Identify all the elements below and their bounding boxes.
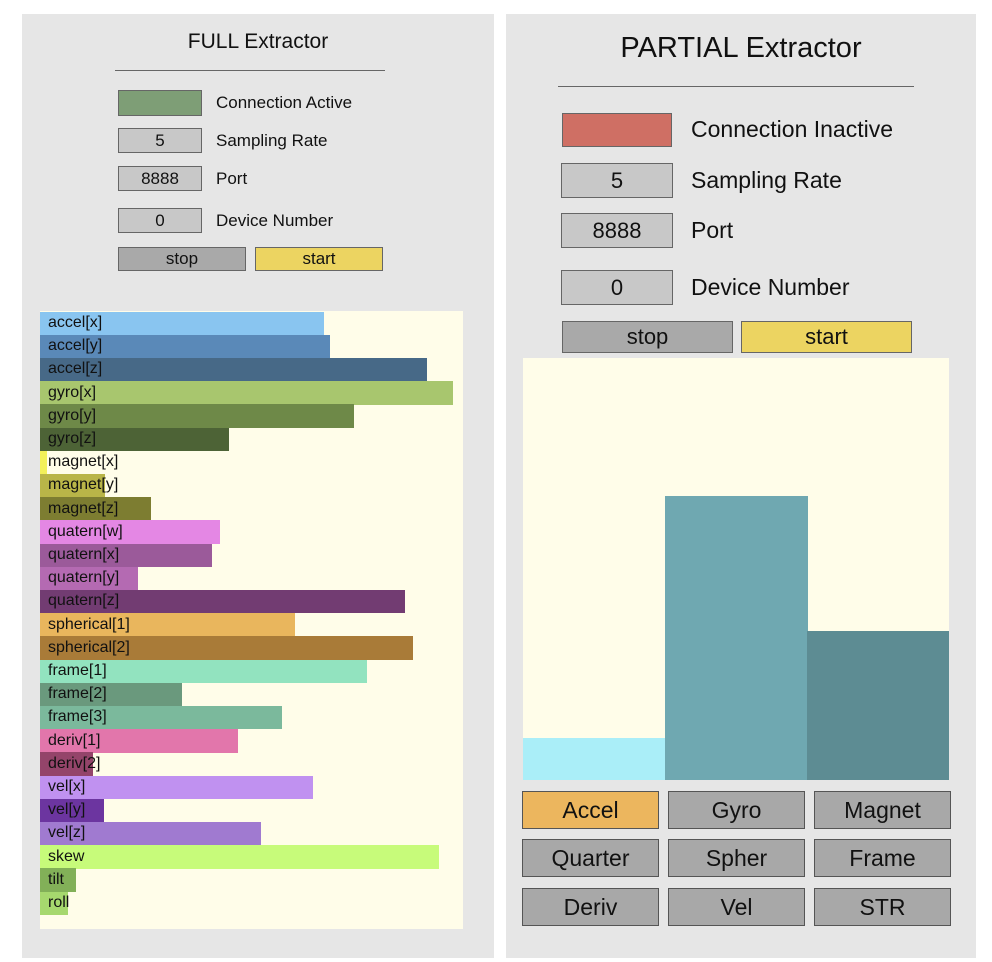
device-number-input[interactable]: 0 [118,208,202,233]
bar-quatern[z] [40,589,406,614]
bar-label: tilt [48,870,64,888]
bar-label: frame[3] [48,708,107,726]
group-button-gyro[interactable]: Gyro [668,791,805,829]
start-button[interactable]: start [741,321,912,353]
bar-magnet[y] [40,473,106,498]
bar-quatern[x] [40,543,213,567]
group-button-spher[interactable]: Spher [668,839,805,877]
bar-accel[x] [40,311,325,335]
group-button-magnet[interactable]: Magnet [814,791,951,829]
bar-label: frame[2] [48,685,107,703]
connection-status-label: Connection Active [216,92,353,112]
bar-label: vel[x] [48,778,86,795]
sampling-rate-label: Sampling Rate [216,130,328,150]
stop-button[interactable]: stop [118,247,246,271]
bar-vel[y] [40,798,104,823]
bar-magnet[z] [40,497,151,521]
bar-frame[3] [40,705,283,730]
connection-status-indicator [562,113,672,147]
bar-accel[x] [523,737,666,780]
bar-frame[1] [40,659,367,683]
bar-accel[y] [40,334,331,359]
bar-label: spherical[1] [48,615,130,633]
bar-frame[2] [40,682,182,707]
bar-accel[y] [665,496,808,780]
bar-label: magnet[z] [48,499,119,517]
bar-label: accel[z] [48,360,103,378]
bar-gyro[z] [40,427,230,451]
bar-gyro[y] [40,404,354,428]
bar-gyro[x] [40,381,453,405]
bar-label: accel[y] [48,337,103,355]
bar-tilt [40,868,76,892]
device-number-label: Device Number [691,274,850,300]
group-button-deriv[interactable]: Deriv [522,888,659,926]
sampling-rate-label: Sampling Rate [691,167,842,193]
bar-deriv[2] [40,752,93,776]
bar-roll [40,891,68,915]
partial-extractor-title: PARTIAL Extractor [620,32,862,64]
device-number-label: Device Number [216,210,334,230]
bar-label: deriv[2] [48,754,101,772]
group-button-str[interactable]: STR [814,888,951,926]
port-input[interactable]: 8888 [561,213,673,248]
port-label: Port [216,168,248,188]
bar-magnet[x] [40,450,48,475]
bar-vel[x] [40,775,313,799]
bar-spherical[2] [40,636,414,660]
group-button-quarter[interactable]: Quarter [522,839,659,877]
bar-label: spherical[2] [48,638,130,656]
bar-label: gyro[z] [48,430,97,447]
title-divider [558,86,914,87]
group-button-accel[interactable]: Accel [522,791,659,829]
group-button-vel[interactable]: Vel [668,888,805,926]
bar-skew [40,845,439,869]
bar-vel[z] [40,821,261,846]
bar-label: vel[y] [48,801,86,819]
group-button-frame[interactable]: Frame [814,839,951,877]
bar-label: skew [48,847,85,865]
full-extractor-title: FULL Extractor [187,30,329,53]
bar-label: magnet[x] [48,453,119,471]
group-bar-chart [523,358,949,780]
bar-label: gyro[y] [48,406,97,424]
connection-status-label: Connection Inactive [691,116,894,142]
sampling-rate-input[interactable]: 5 [118,128,202,153]
stop-button[interactable]: stop [562,321,733,353]
bar-accel[z] [807,631,949,780]
bar-label: quatern[y] [48,569,120,587]
bar-label: frame[1] [48,662,107,679]
port-label: Port [691,217,734,243]
bar-deriv[1] [40,729,238,753]
full-extractor-panel: FULL Extractor Connection Active 5 Sampl… [22,14,494,958]
bar-label: deriv[1] [48,731,101,749]
sampling-rate-input[interactable]: 5 [561,163,673,198]
bar-label: accel[x] [48,314,103,331]
partial-extractor-panel: PARTIAL Extractor Connection Inactive 5 … [506,14,976,958]
bar-label: quatern[z] [48,592,120,610]
bar-label: magnet[y] [48,476,119,494]
title-divider [115,70,385,71]
bar-label: quatern[x] [48,546,120,563]
start-button[interactable]: start [255,247,383,271]
bar-label: gyro[x] [48,383,97,401]
bar-quatern[y] [40,566,139,591]
connection-status-indicator [118,90,202,116]
feature-bar-chart: accel[x] accel[y] accel[z] gyro[x] gyro[y] gy… [40,311,463,929]
bar-quatern[w] [40,520,220,544]
bar-label: vel[z] [48,824,86,842]
bar-label: quatern[w] [48,522,123,540]
port-input[interactable]: 8888 [118,166,202,191]
bar-label: roll [48,894,70,911]
device-number-input[interactable]: 0 [561,270,673,305]
bar-accel[z] [40,357,428,382]
bar-spherical[1] [40,613,296,637]
